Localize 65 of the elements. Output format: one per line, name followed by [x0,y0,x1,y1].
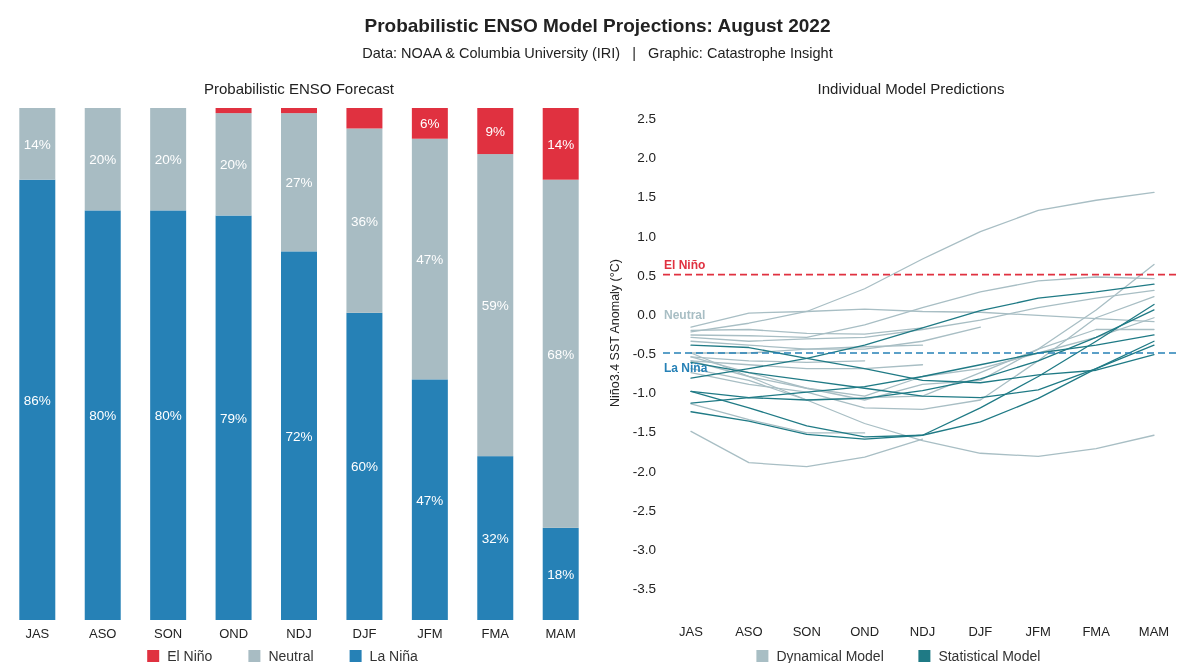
data-label: 47% [416,492,444,508]
data-label: 32% [481,531,509,547]
data-label: 18% [547,566,575,582]
data-label: 68% [547,346,575,362]
y-tick-label: -3.5 [632,581,656,596]
x-tick-label: FMA [1082,624,1111,639]
y-axis-title: Niño3.4 SST Anomaly (°C) [608,259,622,407]
data-label: 20% [220,157,248,173]
x-tick-label: JAS [25,626,50,641]
legend-label: La Niña [369,648,419,664]
x-tick-label: DJF [968,624,993,639]
y-tick-label: 2.0 [637,150,656,166]
data-label: 47% [416,252,444,268]
y-tick-label: 1.0 [637,228,656,244]
x-tick-label: JFM [1025,624,1051,639]
text: Data: NOAA & Columbia University (IRI) | Graphic: Catastrophe Insight [362,45,833,61]
data-label: 72% [285,428,313,444]
data-label: 79% [220,410,248,426]
legend-label: Statistical Model [938,648,1041,664]
chart-title: Probabilistic ENSO Forecast [203,80,395,97]
chart-title: Individual Model Predictions [817,80,1005,97]
y-tick-label: -0.5 [632,346,656,361]
legend-label: El Niño [167,648,213,664]
y-tick-label: 0.0 [637,306,656,322]
x-tick-label: OND [219,626,249,641]
ref-line-label: La Niña [664,361,708,375]
data-label: 9% [485,124,506,140]
y-tick-label: -2.5 [632,502,656,518]
data-label: 14% [547,136,575,152]
y-tick-label: -1.0 [632,385,656,401]
y-tick-label: 1.5 [637,189,656,205]
data-label: 36% [350,213,378,229]
data-label: 59% [481,298,509,314]
x-tick-label: NDJ [909,624,936,639]
data-label: 6% [420,116,440,132]
x-tick-label: MAM [1138,624,1170,639]
data-label: 14% [23,136,51,152]
data-label: 20% [89,152,117,168]
y-tick-label: -3.0 [632,541,656,557]
data-label: 80% [89,408,117,424]
text: Probabilistic ENSO Model Projections: August 2022 [364,15,831,36]
y-tick-label: 0.5 [637,267,656,283]
annotation: Neutral [664,307,706,322]
ref-line-label: El Niño [664,257,706,272]
x-tick-label: ASO [735,624,763,639]
y-tick-label: 2.5 [637,111,656,126]
x-tick-label: JAS [679,624,704,639]
data-label: 27% [285,175,313,191]
x-tick-label: FMA [481,626,510,641]
x-tick-label: NDJ [286,626,312,641]
x-tick-label: OND [850,624,880,639]
legend-label: Dynamical Model [776,648,884,664]
data-label: 60% [350,459,378,475]
x-tick-label: SON [792,624,821,639]
data-label: 86% [23,392,51,408]
data-label: 80% [154,408,182,424]
y-tick-label: -1.5 [632,424,656,440]
data-label: 20% [154,152,182,168]
legend-label: Neutral [268,648,314,664]
x-tick-label: ASO [88,626,117,641]
x-tick-label: SON [154,626,183,641]
x-tick-label: JFM [417,626,443,641]
y-tick-label: -2.0 [632,463,656,479]
x-tick-label: DJF [352,626,377,641]
x-tick-label: MAM [545,626,576,641]
